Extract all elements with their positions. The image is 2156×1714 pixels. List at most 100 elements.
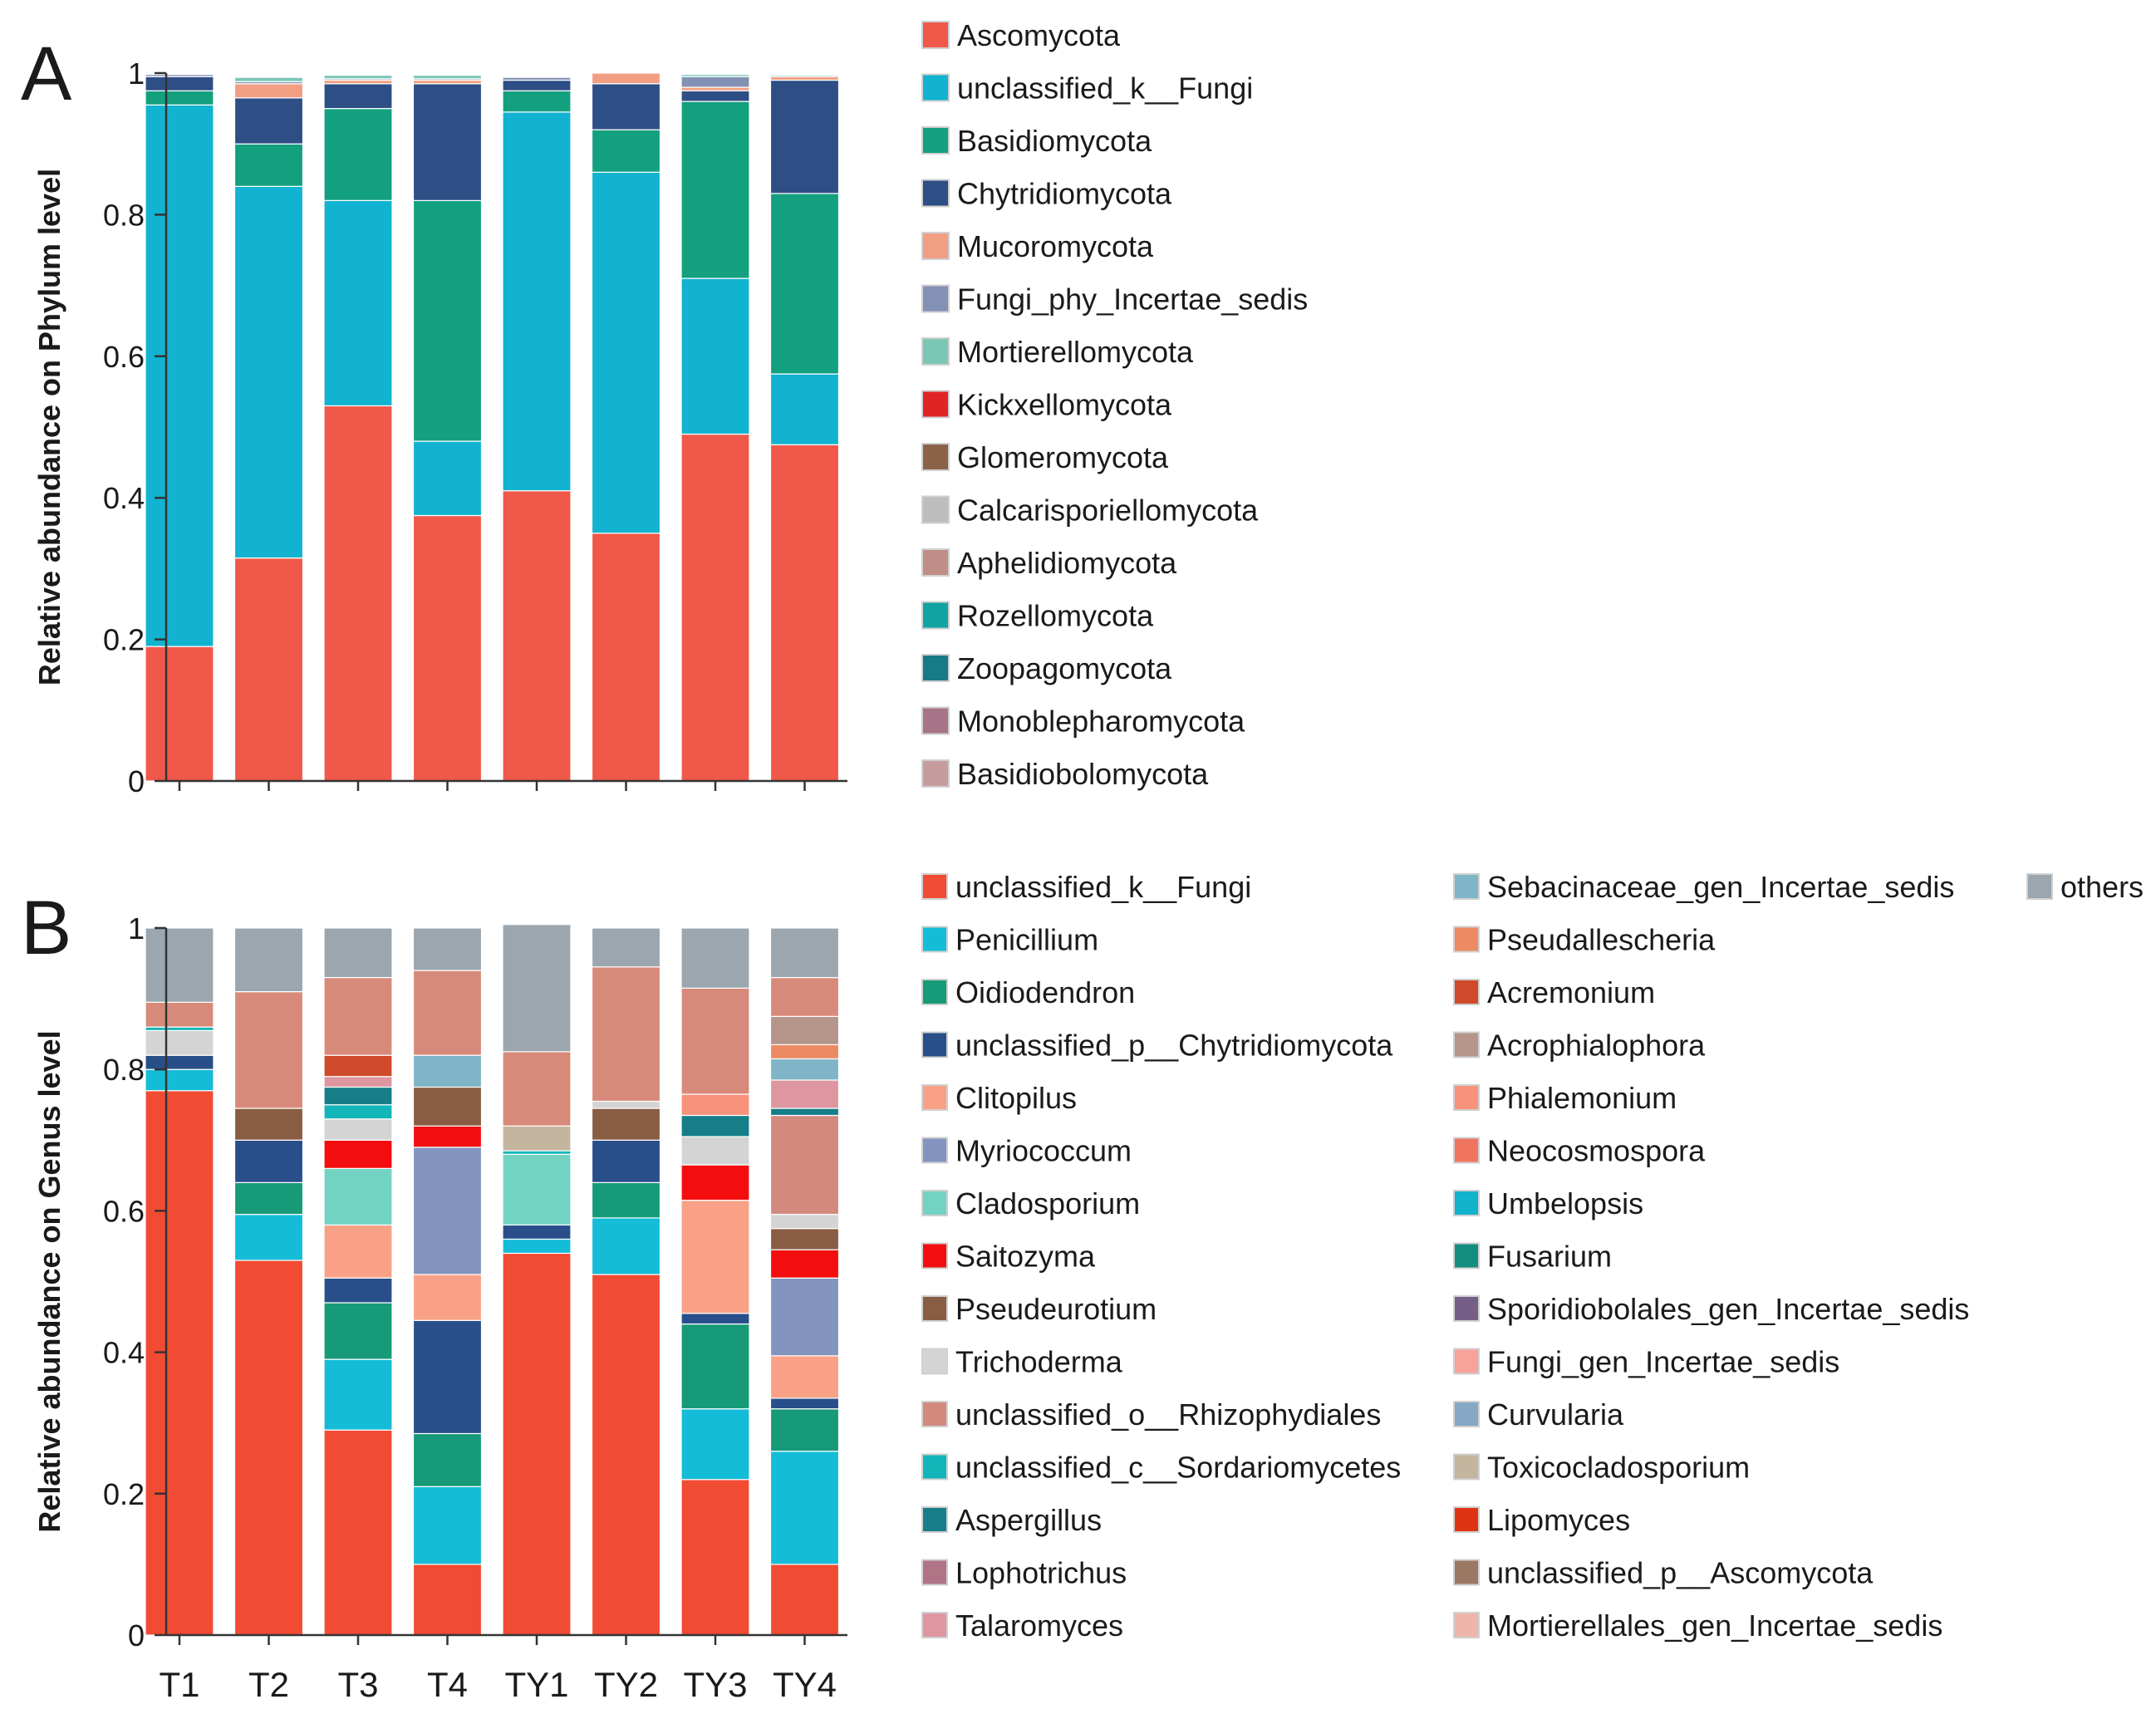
bar-segment-ty4-myriococcum bbox=[769, 1277, 840, 1357]
bar-segment-ty1-unclassified-c-sordariomycetes bbox=[502, 1150, 572, 1155]
bar-segment-ty4-mortierellomycota bbox=[769, 74, 840, 77]
legend-item-sebacinaceae-gen-incertae-sedis: Sebacinaceae_gen_Incertae_sedis bbox=[1453, 870, 1954, 904]
legend-label: Ascomycota bbox=[957, 18, 1121, 52]
legend-label: Penicillium bbox=[955, 923, 1098, 957]
legend-label: Monoblepharomycota bbox=[957, 705, 1245, 739]
x-category-label: T3 bbox=[337, 1665, 378, 1704]
legend-item-unclassified-o-rhizophydiales: unclassified_o__Rhizophydiales bbox=[921, 1397, 1381, 1432]
legend-swatch bbox=[921, 601, 950, 630]
bar-segment-ty4-aspergillus bbox=[769, 1107, 840, 1117]
bar-segment-t1-unclassified-p-chytridiomycota bbox=[145, 1054, 214, 1070]
y-tick-label: 1 bbox=[128, 56, 145, 91]
bar-segment-ty2-trichoderma bbox=[591, 1100, 661, 1109]
bar-segment-ty1-ascomycota bbox=[502, 490, 572, 782]
bar-segment-ty2-chytridiomycota bbox=[591, 83, 661, 130]
legend-label: Calcarisporiellomycota bbox=[957, 494, 1259, 528]
legend-item-mortierellomycota: Mortierellomycota bbox=[921, 335, 1194, 369]
bar-segment-t4-basidiomycota bbox=[412, 199, 483, 442]
bar-segment-t4-sebacinaceae-gen-incertae-sedis bbox=[412, 1054, 483, 1088]
legend-label: Chytridiomycota bbox=[957, 177, 1172, 211]
legend-label: unclassified_o__Rhizophydiales bbox=[955, 1397, 1381, 1432]
bar-segment-ty1-toxicocladosporium bbox=[502, 1125, 572, 1152]
legend-item-oidiodendron: Oidiodendron bbox=[921, 975, 1135, 1009]
bar-segment-t4-oidiodendron bbox=[412, 1432, 483, 1487]
legend-item-sporidiobolales-gen-incertae-sedis: Sporidiobolales_gen_Incertae_sedis bbox=[1453, 1292, 1969, 1326]
legend-swatch bbox=[921, 1137, 948, 1164]
legend-label: Glomeromycota bbox=[957, 440, 1169, 474]
bar-segment-ty3-saitozyma bbox=[680, 1164, 750, 1201]
legend-item-pseudallescheria: Pseudallescheria bbox=[1453, 923, 1716, 957]
bar-segment-t4-penicillium bbox=[412, 1486, 483, 1565]
bar-segment-t2-mortierellomycota bbox=[233, 76, 304, 82]
legend-item-cladosporium: Cladosporium bbox=[921, 1186, 1140, 1220]
legend-swatch bbox=[921, 1242, 948, 1270]
y-tick-label: 0.2 bbox=[103, 1477, 145, 1511]
bar-segment-ty1-chytridiomycota bbox=[502, 79, 572, 91]
bar-segment-ty4-pseudeurotium bbox=[769, 1228, 840, 1250]
legend-swatch bbox=[921, 1612, 948, 1638]
legend-swatch bbox=[921, 126, 950, 155]
legend-item-myriococcum: Myriococcum bbox=[921, 1134, 1132, 1168]
y-tick-label: 0.8 bbox=[103, 1053, 145, 1087]
legend-item-lipomyces: Lipomyces bbox=[1453, 1503, 1630, 1537]
legend-item-acremonium: Acremonium bbox=[1453, 975, 1655, 1009]
legend-item-ascomycota: Ascomycota bbox=[921, 18, 1121, 52]
bar-segment-t3-saitozyma bbox=[323, 1139, 393, 1169]
legend-swatch bbox=[1453, 979, 1480, 1005]
y-tick-label: 1 bbox=[128, 911, 145, 945]
legend-label: Basidiomycota bbox=[957, 124, 1152, 158]
legend-item-zoopagomycota: Zoopagomycota bbox=[921, 651, 1172, 685]
y-tick-label: 0.8 bbox=[103, 198, 145, 232]
legend-label: unclassified_p__Ascomycota bbox=[1487, 1556, 1874, 1590]
bar-segment-t1-ascomycota bbox=[145, 646, 214, 782]
legend-item-penicillium: Penicillium bbox=[921, 923, 1098, 957]
legend-swatch bbox=[921, 21, 950, 49]
bar-segment-ty3-trichoderma bbox=[680, 1136, 750, 1166]
bar-segment-t3-talaromyces bbox=[323, 1076, 393, 1088]
bar-segment-t3-cladosporium bbox=[323, 1167, 393, 1226]
bar-segment-ty1-unclassified-k-fungi bbox=[502, 111, 572, 492]
bar-segment-t1-penicillium bbox=[145, 1068, 214, 1092]
bar-segment-t4-unclassified-k-fungi bbox=[412, 440, 483, 517]
bar-segment-ty2-oidiodendron bbox=[591, 1181, 661, 1219]
legend-label: Curvularia bbox=[1487, 1397, 1624, 1432]
x-category-label: TY3 bbox=[683, 1665, 747, 1704]
legend-swatch bbox=[1453, 926, 1480, 953]
bar-segment-t3-unclassified-k-fungi bbox=[323, 1429, 393, 1636]
legend-swatch bbox=[1453, 1137, 1480, 1164]
bar-segment-t2-penicillium bbox=[233, 1214, 304, 1261]
y-tick-label: 0.6 bbox=[103, 340, 145, 374]
legend-swatch bbox=[921, 759, 950, 788]
bar-segment-ty4-pseudallescheria bbox=[769, 1044, 840, 1060]
legend-label: Fungi_gen_Incertae_sedis bbox=[1487, 1345, 1839, 1379]
legend-swatch bbox=[1453, 873, 1480, 900]
legend-item-aspergillus: Aspergillus bbox=[921, 1503, 1102, 1537]
legend-item-aphelidiomycota: Aphelidiomycota bbox=[921, 546, 1177, 580]
bar-segment-t2-mucoromycota bbox=[233, 83, 304, 99]
legend-item-unclassified-p-chytridiomycota: unclassified_p__Chytridiomycota bbox=[921, 1029, 1393, 1063]
bar-segment-ty4-ascomycota bbox=[769, 444, 840, 782]
y-tick-label: 0 bbox=[128, 764, 145, 798]
bar-segment-t3-unclassified-p-chytridiomycota bbox=[323, 1277, 393, 1304]
bar-segment-t2-unclassified-k-fungi bbox=[233, 1260, 304, 1636]
legend-item-fusarium: Fusarium bbox=[1453, 1240, 1612, 1274]
legend-item-phialemonium: Phialemonium bbox=[1453, 1081, 1677, 1115]
legend-label: others bbox=[2060, 870, 2144, 904]
legend-item-mortierellales-gen-incertae-sedis: Mortierellales_gen_Incertae_sedis bbox=[1453, 1608, 1942, 1643]
panel-label-a: A bbox=[21, 32, 72, 116]
legend-swatch bbox=[1453, 1242, 1480, 1270]
legend-item-unclassified-p-ascomycota: unclassified_p__Ascomycota bbox=[1453, 1556, 1874, 1590]
legend-swatch bbox=[1453, 1295, 1480, 1322]
bar-segment-t3-unclassified-c-sordariomycetes bbox=[323, 1104, 393, 1120]
bar-segment-t4-minor-genera bbox=[412, 970, 483, 1056]
bar-segment-ty3-phialemonium bbox=[680, 1093, 750, 1117]
legend-label: Aspergillus bbox=[955, 1503, 1102, 1537]
legend-item-clitopilus: Clitopilus bbox=[921, 1081, 1077, 1115]
legend-label: Saitozyma bbox=[955, 1240, 1096, 1274]
legend-label: Umbelopsis bbox=[1487, 1186, 1643, 1220]
bar-segment-t1-minor-genera bbox=[145, 1001, 214, 1028]
bar-segment-ty4-trichoderma bbox=[769, 1214, 840, 1230]
bar-segment-t3-clitopilus bbox=[323, 1224, 393, 1279]
legend-item-curvularia: Curvularia bbox=[1453, 1397, 1624, 1432]
bar-segment-ty1-fungi-phy-incertae-sedis bbox=[502, 76, 572, 81]
